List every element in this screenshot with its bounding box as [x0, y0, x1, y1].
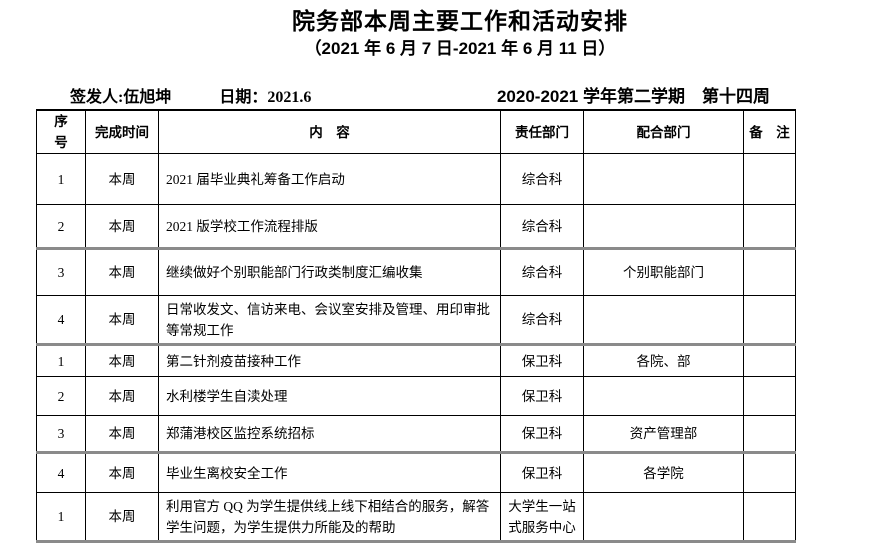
cell-note — [743, 204, 796, 250]
cell-content: 2021 版学校工作流程排版 — [158, 204, 501, 250]
cell-note — [743, 153, 796, 205]
cell-responsible-dept: 保卫科 — [500, 376, 584, 416]
issuer-label: 签发人: — [70, 89, 124, 106]
table-row: 2 本周 水利楼学生自渎处理 保卫科 — [36, 376, 796, 416]
cell-responsible-dept: 综合科 — [500, 153, 584, 205]
cell-completion-time: 本周 — [85, 204, 159, 250]
cell-completion-time: 本周 — [85, 248, 159, 296]
cell-content: 日常收发文、信访来电、会议室安排及管理、用印审批等常规工作 — [158, 295, 501, 346]
cell-note — [743, 452, 796, 493]
cell-completion-time: 本周 — [85, 492, 159, 543]
cell-cooperating-dept — [583, 204, 744, 250]
cell-cooperating-dept: 各学院 — [583, 452, 744, 493]
column-header-notes: 备 注 — [743, 109, 796, 154]
cell-completion-time: 本周 — [85, 153, 159, 205]
table-row: 3 本周 郑蒲港校区监控系统招标 保卫科 资产管理部 — [36, 415, 796, 454]
cell-completion-time: 本周 — [85, 376, 159, 416]
cell-content: 毕业生离校安全工作 — [158, 452, 501, 493]
cell-responsible-dept: 保卫科 — [500, 415, 584, 454]
cell-responsible-dept: 保卫科 — [500, 452, 584, 493]
page-title: 院务部本周主要工作和活动安排 — [292, 8, 628, 34]
cell-content: 利用官方 QQ 为学生提供线上线下相结合的服务，解答学生问题，为学生提供力所能及… — [158, 492, 501, 543]
issuer-name: 伍旭坤 — [123, 89, 172, 106]
cell-content: 继续做好个别职能部门行政类制度汇编收集 — [158, 248, 501, 296]
cell-completion-time: 本周 — [85, 295, 159, 346]
cell-note — [743, 492, 796, 543]
cell-seq-number: 1 — [36, 492, 86, 543]
cell-seq-number: 2 — [36, 376, 86, 416]
table-row: 1 本周 第二针剂疫苗接种工作 保卫科 各院、部 — [36, 344, 796, 377]
cell-content: 郑蒲港校区监控系统招标 — [158, 415, 501, 454]
cell-responsible-dept: 保卫科 — [500, 344, 584, 377]
cell-seq-number: 3 — [36, 248, 86, 296]
cell-cooperating-dept — [583, 376, 744, 416]
cell-seq-number: 1 — [36, 153, 86, 205]
cell-responsible-dept: 综合科 — [500, 204, 584, 250]
table-row: 1 本周 利用官方 QQ 为学生提供线上线下相结合的服务，解答学生问题，为学生提… — [36, 492, 796, 543]
table-row: 4 本周 日常收发文、信访来电、会议室安排及管理、用印审批等常规工作 综合科 — [36, 295, 796, 346]
table-row: 2 本周 2021 版学校工作流程排版 综合科 — [36, 204, 796, 250]
cell-completion-time: 本周 — [85, 344, 159, 377]
cell-content: 水利楼学生自渎处理 — [158, 376, 501, 416]
table-row: 1 本周 2021 届毕业典礼筹备工作启动 综合科 — [36, 153, 796, 205]
semester-week-label: 2020-2021 学年第二学期 第十四周 — [496, 87, 770, 106]
table-row: 4 本周 毕业生离校安全工作 保卫科 各学院 — [36, 452, 796, 493]
document-header: 院务部本周主要工作和活动安排 （2021 年 6 月 7 日-2021 年 6 … — [0, 0, 872, 60]
cell-seq-number: 2 — [36, 204, 86, 250]
cell-cooperating-dept — [583, 295, 744, 346]
cell-completion-time: 本周 — [85, 415, 159, 454]
issuer: 签发人:伍旭坤 — [70, 83, 171, 107]
cell-cooperating-dept — [583, 153, 744, 205]
table-row: 3 本周 继续做好个别职能部门行政类制度汇编收集 综合科 个别职能部门 — [36, 248, 796, 296]
cell-cooperating-dept — [583, 492, 744, 543]
table-header-row: 序 号 完成时间 内 容 责任部门 配合部门 备 注 — [36, 109, 796, 154]
cell-responsible-dept: 大学生一站式服务中心 — [500, 492, 584, 543]
column-header-responsible-dept: 责任部门 — [500, 109, 584, 154]
column-header-content: 内 容 — [158, 109, 501, 154]
cell-note — [743, 376, 796, 416]
column-header-cooperating-dept: 配合部门 — [583, 109, 744, 154]
cell-seq-number: 1 — [36, 344, 86, 377]
cell-responsible-dept: 综合科 — [500, 248, 584, 296]
cell-seq-number: 4 — [36, 452, 86, 493]
column-header-time: 完成时间 — [85, 109, 159, 154]
cell-seq-number: 4 — [36, 295, 86, 346]
cell-cooperating-dept: 各院、部 — [583, 344, 744, 377]
cell-note — [743, 248, 796, 296]
cell-content: 2021 届毕业典礼筹备工作启动 — [158, 153, 501, 205]
schedule-table: 序 号 完成时间 内 容 责任部门 配合部门 备 注 1 本周 2021 届毕业… — [36, 109, 796, 543]
page-subtitle: （2021 年 6 月 7 日-2021 年 6 月 11 日） — [304, 39, 616, 58]
cell-completion-time: 本周 — [85, 452, 159, 493]
cell-note — [743, 344, 796, 377]
cell-content: 第二针剂疫苗接种工作 — [158, 344, 501, 377]
cell-seq-number: 3 — [36, 415, 86, 454]
date-label: 日期： — [219, 89, 268, 106]
meta-row: 签发人:伍旭坤 日期：2021.6 2020-2021 学年第二学期 第十四周 — [36, 85, 795, 107]
date-value: 2021.6 — [267, 89, 312, 106]
cell-note — [743, 415, 796, 454]
cell-cooperating-dept: 个别职能部门 — [583, 248, 744, 296]
date: 日期：2021.6 — [219, 83, 311, 107]
column-header-seq: 序 号 — [36, 109, 86, 154]
cell-responsible-dept: 综合科 — [500, 295, 584, 346]
cell-note — [743, 295, 796, 346]
cell-cooperating-dept: 资产管理部 — [583, 415, 744, 454]
